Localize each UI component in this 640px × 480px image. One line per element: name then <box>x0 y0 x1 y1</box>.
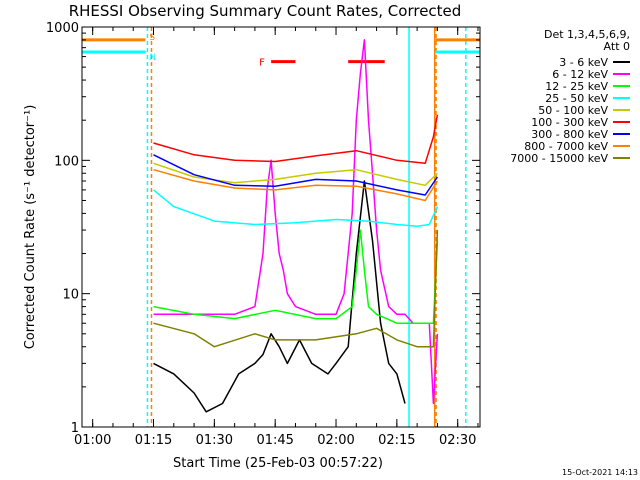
series-line-5 <box>153 114 439 165</box>
series-line-7 <box>153 168 439 202</box>
y-axis-label: Corrected Count Rate (s⁻¹ detector⁻¹) <box>23 105 38 350</box>
legend-label-7: 800 - 7000 keV <box>524 140 608 153</box>
legend-label-6: 300 - 800 keV <box>531 128 608 141</box>
series-line-8 <box>153 230 439 348</box>
y-tick-label-1: 10 <box>62 288 79 303</box>
series-line-2 <box>153 229 439 324</box>
flag-label-f: F <box>259 58 265 69</box>
flag-label-s: S <box>149 33 155 43</box>
y-tick-label-3: 1000 <box>46 21 79 36</box>
y-tick-label-2: 100 <box>54 154 79 169</box>
legend-header-line-2: Att 0 <box>604 40 630 53</box>
x-tick-label-0: 01:00 <box>74 433 111 448</box>
x-tick-label-1: 01:15 <box>135 433 172 448</box>
flag-label-n: N <box>149 53 156 63</box>
axes: 1 10 100 1000 01:00 01:15 01:30 01:45 02:00 02:15… <box>46 21 480 448</box>
x-tick-label-3: 01:45 <box>256 433 293 448</box>
timestamp: 15-Oct-2021 14:13 <box>562 468 638 477</box>
legend-header-line-1: Det 1,3,4,5,6,9, <box>544 28 630 41</box>
plot-area: SN F <box>82 27 480 427</box>
legend-label-2: 12 - 25 keV <box>545 80 608 93</box>
series-line-6 <box>153 154 439 196</box>
legend-label-4: 50 - 100 keV <box>538 104 608 117</box>
x-tick-label-5: 02:15 <box>378 433 415 448</box>
series-line-3 <box>153 189 439 228</box>
legend-label-3: 25 - 50 keV <box>545 92 608 105</box>
chart-title: RHESSI Observing Summary Count Rates, Co… <box>69 2 462 20</box>
x-tick-label-4: 02:00 <box>317 433 354 448</box>
x-tick-label-6: 02:30 <box>439 433 476 448</box>
x-tick-label-2: 01:30 <box>196 433 233 448</box>
y-tick-label-0: 1 <box>71 421 79 436</box>
plot-frame <box>81 26 481 428</box>
legend-label-1: 6 - 12 keV <box>552 68 608 81</box>
series-line-1 <box>153 39 439 405</box>
legend-label-0: 3 - 6 keV <box>559 56 608 69</box>
legend-label-5: 100 - 300 keV <box>531 116 608 129</box>
x-axis-label: Start Time (25-Feb-03 00:57:22) <box>173 456 383 471</box>
legend-label-8: 7000 - 15000 keV <box>510 152 608 165</box>
